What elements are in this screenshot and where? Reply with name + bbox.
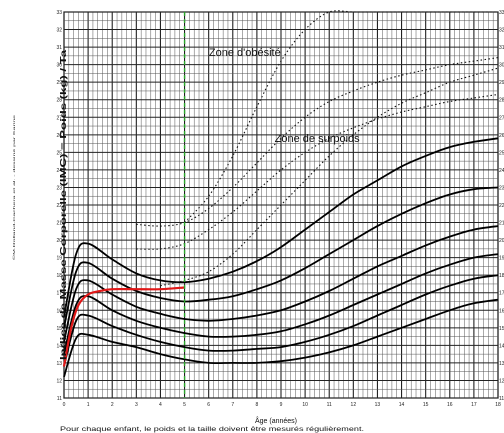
x-tick-label: 6: [207, 402, 210, 408]
y-tick-label-right: 19: [499, 256, 504, 262]
y-tick-label-right: 20: [499, 238, 504, 244]
x-tick-label: 3: [135, 402, 138, 408]
x-tick-label: 8: [255, 402, 258, 408]
x-tick-label: 9: [280, 402, 283, 408]
y-tick-label: 23: [56, 185, 62, 191]
y-tick-label: 30: [56, 63, 62, 69]
reference-curve-dotted-9: [160, 67, 499, 287]
x-tick-label: 2: [111, 402, 114, 408]
y-tick-label: 13: [56, 361, 62, 367]
y-tick-label: 16: [56, 308, 62, 314]
y-tick-label: 15: [56, 326, 62, 332]
y-tick-label-right: 33: [499, 10, 504, 16]
y-tick-label: 12: [56, 378, 62, 384]
y-tick-label-right: 17: [499, 291, 504, 297]
y-tick-label: 11: [57, 396, 62, 402]
x-tick-label: 12: [351, 402, 357, 408]
y-tick-label-right: 11: [499, 396, 504, 402]
y-tick-label: 17: [56, 291, 62, 297]
x-tick-label: 18: [495, 402, 501, 408]
y-tick-label-right: 14: [499, 343, 504, 349]
y-tick-label-right: 24: [499, 168, 504, 174]
y-tick-label-right: 12: [499, 378, 504, 384]
y-tick-label-right: 27: [499, 115, 504, 121]
reference-curve-2: [63, 253, 499, 355]
y-tick-label: 19: [56, 256, 62, 262]
x-tick-label: 17: [471, 402, 477, 408]
y-tick-label-right: 13: [499, 361, 504, 367]
x-tick-label: 5: [183, 402, 186, 408]
y-tick-label-right: 16: [499, 308, 504, 314]
y-tick-label-right: 21: [499, 221, 504, 227]
bmi-curves: [62, 10, 499, 378]
y-tick-label-right: 29: [499, 80, 504, 86]
chart-grid: [63, 11, 499, 399]
y-tick-label: 29: [56, 80, 62, 86]
y-tick-label-right: 25: [499, 150, 504, 156]
x-tick-label: 13: [375, 402, 381, 408]
x-tick-label: 10: [302, 402, 308, 408]
y-tick-label: 24: [56, 168, 62, 174]
reference-curve-4: [63, 186, 499, 328]
x-tick-label: 0: [63, 402, 66, 408]
y-tick-label-right: 30: [499, 63, 504, 69]
child-bmi-curve: [62, 286, 185, 367]
reference-curve-5: [63, 137, 499, 318]
y-tick-label: 33: [56, 10, 62, 16]
y-tick-label-right: 15: [499, 326, 504, 332]
y-tick-label: 14: [56, 343, 62, 349]
x-tick-label: 1: [87, 402, 90, 408]
y-tick-label-right: 23: [499, 185, 504, 191]
obesity-zone-label: Zone d'obésité: [209, 47, 281, 59]
y-tick-label: 27: [56, 115, 62, 121]
y-tick-label-right: 22: [499, 203, 504, 209]
reference-curve-1: [63, 274, 499, 367]
y-tick-label: 18: [56, 273, 62, 279]
reference-curve-3: [63, 225, 499, 343]
x-tick-label: 11: [327, 402, 332, 408]
x-tick-label: 15: [423, 402, 429, 408]
y-tick-label-right: 31: [499, 45, 504, 51]
y-tick-label: 28: [56, 98, 62, 104]
y-tick-label-right: 28: [499, 98, 504, 104]
y-tick-label-right: 26: [499, 133, 504, 139]
y-tick-label: 31: [56, 45, 62, 51]
side-note: ©M.Rolland-Cachera et al. - dessiné par …: [12, 114, 16, 260]
y-tick-label: 20: [56, 238, 62, 244]
reference-curve-0: [63, 298, 499, 378]
y-tick-label: 26: [56, 133, 62, 139]
y-tick-label: 21: [56, 221, 62, 227]
y-tick-label-right: 32: [499, 28, 504, 34]
footnote: Pour chaque enfant, le poids et la taill…: [60, 427, 364, 433]
x-axis-label: Âge (années): [255, 416, 297, 425]
x-tick-label: 16: [447, 402, 453, 408]
x-tick-label: 14: [399, 402, 405, 408]
y-axis-label: Indice de Masse Corporelle (IMC) = Poids…: [59, 49, 68, 360]
y-tick-label: 32: [56, 28, 62, 34]
reference-curve-dotted-6: [136, 57, 499, 227]
overweight-zone-label: Zone de surpoids: [275, 133, 360, 145]
y-tick-label: 25: [56, 150, 62, 156]
y-tick-label-right: 18: [499, 273, 504, 279]
y-tick-label: 22: [56, 203, 62, 209]
x-tick-label: 7: [231, 402, 234, 408]
x-tick-label: 4: [159, 402, 162, 408]
